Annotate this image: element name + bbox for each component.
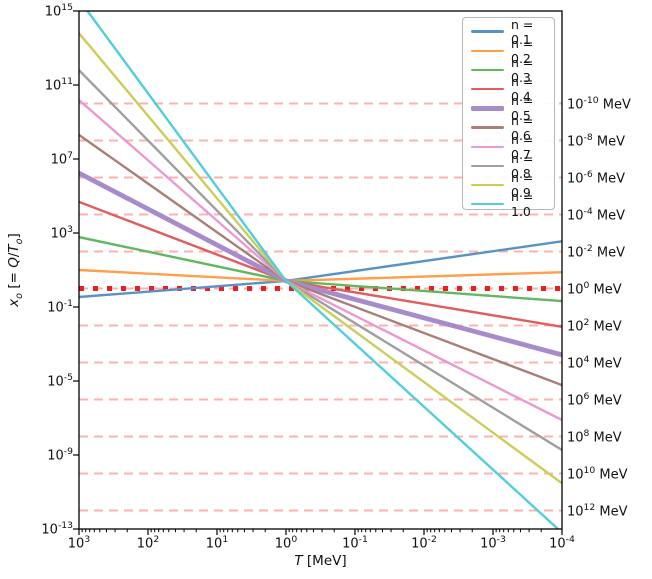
y-tick-label: 1011 (44, 76, 73, 94)
legend-entry-n=0.5: n = 0.5 (463, 93, 554, 123)
x-axis-label: T [MeV] (294, 553, 347, 569)
legend-entry-n=0.4: n = 0.4 (463, 74, 554, 104)
right-reference-label: 1012 MeV (567, 501, 628, 519)
right-reference-label: 10-6 MeV (567, 168, 625, 186)
y-tick-label: 107 (50, 150, 73, 168)
y-tick-label: 1015 (44, 2, 73, 20)
legend-entry-n=0.7: n = 0.7 (463, 132, 554, 162)
y-tick-label: 10-1 (47, 298, 73, 316)
legend-entry-label: n = 0.9 (511, 170, 534, 201)
legend-entry-label: n = 1.0 (511, 189, 534, 220)
x-tick-label: 103 (67, 534, 91, 552)
legend-entry-n=0.8: n = 0.8 (463, 151, 554, 181)
y-tick-label: 10-13 (41, 520, 73, 538)
legend-entry-n=0.1: n = 0.1 (463, 17, 554, 47)
legend-line-swatch (471, 145, 504, 148)
x-tick-label: 100 (274, 534, 298, 552)
right-reference-label: 10-2 MeV (567, 242, 625, 260)
right-reference-label: 104 MeV (567, 353, 622, 371)
legend-line-swatch (471, 203, 504, 206)
legend-entry-label: n = 0.8 (511, 150, 534, 181)
legend-entry-label: n = 0.2 (511, 35, 534, 66)
legend-entry-n=0.9: n = 0.9 (463, 170, 554, 200)
x-tick-label: 10-1 (342, 534, 368, 552)
right-reference-label: 10-4 MeV (567, 205, 625, 223)
legend-line-swatch (471, 126, 504, 129)
legend-box: n = 0.1 n = 0.2 n = 0.3 n = 0.4 n = 0.5 n = 0… (462, 17, 555, 219)
legend-line-swatch (471, 164, 504, 168)
right-reference-label: 100 MeV (567, 279, 622, 297)
axes-spines (78, 10, 563, 530)
legend-line-swatch (471, 68, 504, 72)
legend-entry-n=0.2: n = 0.2 (463, 36, 554, 66)
legend-line-swatch (471, 87, 504, 91)
legend-entry-label: n = 0.6 (511, 112, 534, 143)
y-axis-label: xo [= Q/To] (6, 233, 25, 307)
y-tick-label: 10-5 (47, 372, 73, 390)
x-tick-label: 101 (205, 534, 229, 552)
y-tick-label: 103 (50, 224, 73, 242)
x-tick-label: 10-2 (411, 534, 437, 552)
right-reference-label: 10-10 MeV (567, 94, 631, 112)
legend-line-swatch (471, 105, 504, 111)
legend-entry-n=1.0: n = 1.0 (463, 189, 554, 219)
right-reference-label: 108 MeV (567, 427, 622, 445)
legend-line-swatch (471, 183, 504, 187)
right-reference-label: 106 MeV (567, 390, 622, 408)
legend-entry-n=0.6: n = 0.6 (463, 113, 554, 143)
legend-entry-label: n = 0.1 (511, 16, 534, 47)
legend-entry-n=0.3: n = 0.3 (463, 55, 554, 85)
y-tick-label: 10-9 (47, 446, 73, 464)
series-line-n=1.0 (86, 11, 560, 529)
legend-entry-label: n = 0.5 (511, 93, 534, 124)
series-line-n=0.4 (79, 200, 562, 328)
legend-line-swatch (471, 30, 504, 33)
right-reference-label: 1010 MeV (567, 464, 628, 482)
x-tick-label: 102 (136, 534, 160, 552)
right-reference-label: 102 MeV (567, 316, 622, 334)
x-tick-label: 10-3 (480, 534, 506, 552)
legend-entry-label: n = 0.4 (511, 74, 534, 105)
x-tick-label: 10-4 (549, 534, 575, 552)
legend-line-swatch (471, 49, 504, 52)
right-reference-label: 10-8 MeV (567, 131, 625, 149)
legend-entry-label: n = 0.7 (511, 131, 534, 162)
legend-entry-label: n = 0.3 (511, 54, 534, 85)
